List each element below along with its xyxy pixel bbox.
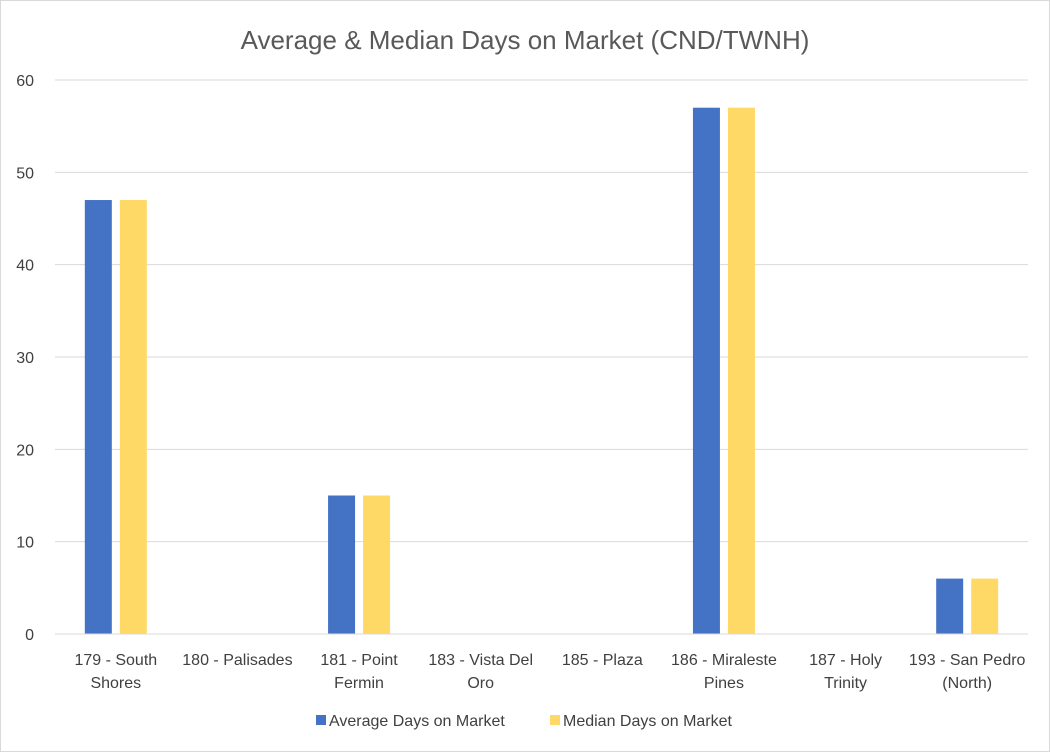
y-tick-label: 50 [16,165,34,182]
y-axis-ticks: 0 10 20 30 40 50 60 [16,73,34,644]
median-bar [971,578,999,634]
x-tick-label: 187 - Holy [809,652,882,669]
x-tick-label: 180 - Palisades [182,652,292,669]
x-tick-label: 179 - South [74,652,157,669]
x-tick-label: 186 - Miraleste [671,652,777,669]
legend-label: Average Days on Market [329,713,505,730]
x-axis-labels: 179 - South Shores 180 - Palisades 181 - Po… [74,652,1025,692]
x-tick-label: 193 - San Pedro [909,652,1026,669]
x-tick-label: Fermin [334,675,384,692]
x-tick-label: Oro [467,675,494,692]
y-tick-label: 40 [16,258,34,275]
median-bar [363,495,391,634]
gridlines [55,79,1028,543]
average-bar [936,578,964,634]
y-tick-label: 20 [16,442,34,459]
y-tick-label: 30 [16,350,34,367]
x-tick-label: Shores [90,675,141,692]
median-bar [727,107,755,634]
y-tick-label: 10 [16,535,34,552]
x-tick-label: (North) [942,675,992,692]
bars [84,107,999,635]
legend-swatch [316,715,326,725]
legend: Average Days on Market Median Days on Mar… [316,713,733,730]
x-tick-label: 181 - Point [320,652,398,669]
x-tick-label: Pines [704,675,744,692]
average-bar [692,107,720,634]
x-tick-label: 183 - Vista Del [428,652,533,669]
y-tick-label: 0 [25,627,34,644]
x-tick-label: Trinity [824,675,867,692]
y-tick-label: 60 [16,73,34,90]
chart-title: Average & Median Days on Market (CND/TWN… [241,25,810,55]
legend-swatch [550,715,560,725]
average-bar [328,495,356,634]
x-tick-label: 185 - Plaza [562,652,643,669]
median-bar [119,200,147,635]
average-bar [84,200,112,635]
legend-label: Median Days on Market [563,713,733,730]
